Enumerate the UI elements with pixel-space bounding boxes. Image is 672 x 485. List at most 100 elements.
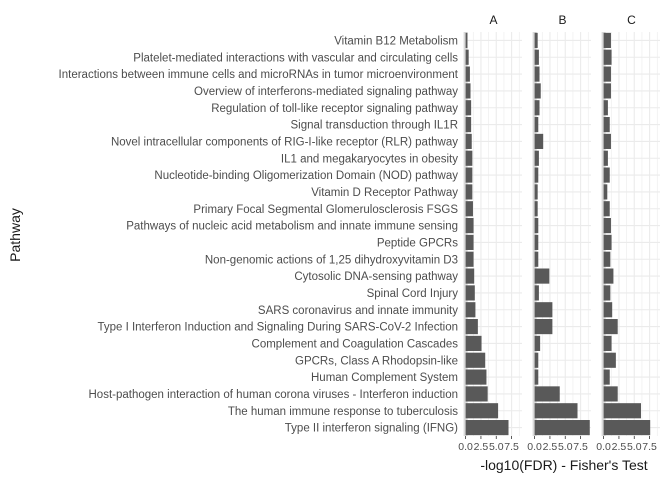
x-tick-label: 5.0 (558, 441, 573, 453)
category-label: Non-genomic actions of 1,25 dihydroxyvit… (205, 254, 458, 266)
bar-a (465, 420, 509, 436)
bar-b (534, 150, 539, 166)
y-axis-title: Pathway (7, 208, 23, 262)
bar-a (465, 251, 474, 267)
bar-b (534, 100, 540, 116)
x-tick-label: 7.5 (504, 441, 519, 453)
x-tick-label: 2.5 (543, 441, 558, 453)
bar-c (603, 117, 610, 133)
bar-b (534, 251, 539, 267)
category-label: Platelet-mediated interactions with vasc… (133, 52, 458, 64)
bar-a (465, 335, 482, 351)
bar-b (534, 218, 539, 234)
bar-c (603, 167, 610, 183)
bar-a (465, 167, 473, 183)
category-label: Overview of interferons-mediated signali… (194, 86, 458, 98)
category-label: Primary Focal Segmental Glomeruloscleros… (193, 204, 458, 216)
bar-a (465, 133, 472, 149)
bar-a (465, 49, 469, 65)
bar-c (603, 369, 610, 385)
facet-label: B (558, 13, 566, 27)
bar-b (534, 319, 553, 335)
category-label: Signal transduction through IL1R (291, 120, 459, 132)
bar-c (603, 133, 611, 149)
bar-c (603, 302, 613, 318)
bar-b (534, 335, 541, 351)
bar-a (465, 302, 476, 318)
bar-c (603, 201, 610, 217)
zero-reference-line (463, 32, 468, 436)
bar-b (534, 32, 538, 48)
category-label: SARS coronavirus and innate immunity (258, 305, 458, 317)
zero-reference-line (532, 32, 537, 436)
bar-c (603, 420, 651, 436)
category-label: Vitamin B12 Metabolism (334, 35, 458, 47)
bar-a (465, 403, 499, 419)
bar-c (603, 150, 608, 166)
bar-b (534, 352, 539, 368)
bar-b (534, 133, 544, 149)
category-label: The human immune response to tuberculosi… (228, 406, 458, 418)
facet-label: C (627, 13, 636, 27)
bar-b (534, 369, 539, 385)
bar-b (534, 184, 538, 200)
bar-a (465, 201, 473, 217)
bar-c (603, 49, 612, 65)
bar-b (534, 49, 539, 65)
bar-c (603, 83, 611, 99)
category-label: Regulation of toll-like receptor signali… (211, 103, 458, 115)
category-label: Human Complement System (311, 372, 458, 384)
bar-a (465, 369, 487, 385)
bar-a (465, 386, 488, 402)
bar-c (603, 335, 612, 351)
bar-a (465, 319, 478, 335)
category-label: GPCRs, Class A Rhodopsin-like (295, 355, 458, 367)
x-tick-label: 2.5 (474, 441, 489, 453)
bar-c (603, 251, 611, 267)
facet-panel-c: C 0.0 2.5 5.0 7.5 (596, 13, 660, 453)
category-label: Spinal Cord Injury (367, 288, 459, 300)
bar-c (603, 66, 611, 82)
bar-b (534, 285, 539, 301)
x-tick-label: 7.5 (642, 441, 657, 453)
bar-b (534, 167, 539, 183)
x-tick-label: 5.0 (627, 441, 642, 453)
category-label: Novel intracellular components of RIG-I-… (111, 136, 458, 148)
x-tick-label: 0.0 (596, 441, 611, 453)
category-label: Complement and Coagulation Cascades (252, 338, 459, 350)
category-label: Host-pathogen interaction of human coron… (89, 389, 459, 401)
bar-a (465, 150, 473, 166)
bar-c (603, 386, 618, 402)
bar-b (534, 234, 539, 250)
bar-a (465, 234, 474, 250)
bar-a (465, 268, 475, 284)
category-label: Cytosolic DNA-sensing pathway (294, 271, 458, 283)
category-label: Peptide GPCRs (377, 237, 458, 249)
bar-b (534, 83, 541, 99)
facet-panels: A0.0 2.5 5.0 7.5B0.0 2.5 5.0 7.5C0.0 2.5 5.0 7.5 (458, 13, 660, 453)
category-label: Nucleotide-binding Oligomerization Domai… (154, 170, 458, 182)
bar-c (603, 184, 608, 200)
category-labels: Type II interferon signaling (IFNG) The h… (59, 35, 459, 434)
category-label: Type I Interferon Induction and Signalin… (97, 322, 458, 334)
bar-b (534, 386, 560, 402)
bar-c (603, 285, 611, 301)
bar-c (603, 100, 608, 116)
bar-b (534, 302, 553, 318)
bar-a (465, 218, 474, 234)
zero-reference-line (601, 32, 606, 436)
bar-b (534, 117, 539, 133)
bar-c (603, 268, 614, 284)
facet-label: A (489, 13, 497, 27)
x-tick-label: 7.5 (573, 441, 588, 453)
bar-a (465, 184, 473, 200)
bar-b (534, 201, 538, 217)
bar-c (603, 352, 616, 368)
bar-a (465, 83, 471, 99)
bar-c (603, 234, 612, 250)
category-label: Type II interferon signaling (IFNG) (285, 423, 458, 435)
bar-a (465, 117, 472, 133)
facet-panel-a: A 0.0 2.5 5.0 7.5 (458, 13, 522, 453)
